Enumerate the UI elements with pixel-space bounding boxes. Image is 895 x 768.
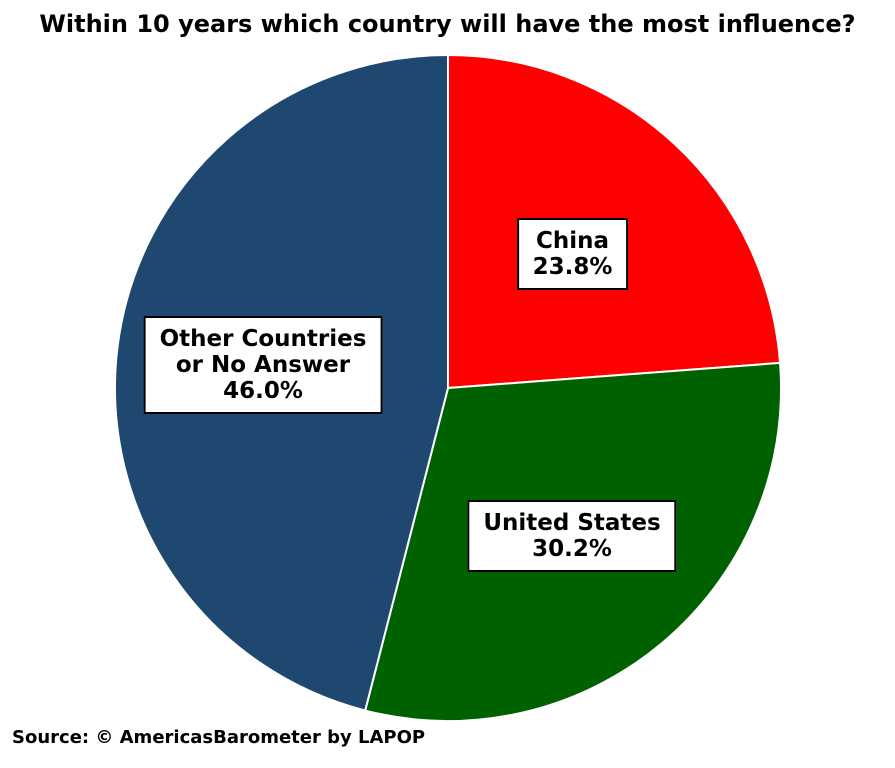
chart-title: Within 10 years which country will have … — [39, 10, 856, 38]
slice-label-value: 30.2% — [532, 536, 612, 563]
slice-label: United States 30.2% — [467, 500, 677, 573]
slice-label-name: or No Answer — [175, 351, 351, 378]
slice-label-name: United States — [483, 510, 661, 537]
slice-label-name: China — [536, 227, 610, 254]
slice-label: China 23.8% — [516, 217, 629, 290]
slice-label-name: Other Countries — [159, 325, 367, 352]
slice-label-value: 46.0% — [223, 377, 303, 404]
slice-label: Other Countries or No Answer 46.0% — [143, 315, 383, 414]
slice-label-value: 23.8% — [532, 253, 613, 280]
source-note: Source: © AmericasBarometer by LAPOP — [12, 727, 426, 748]
